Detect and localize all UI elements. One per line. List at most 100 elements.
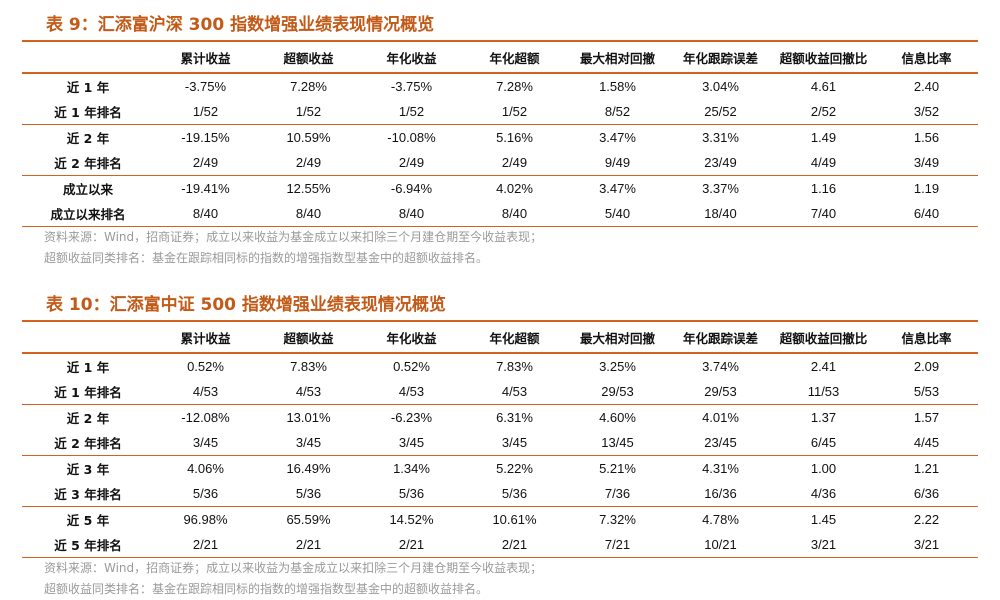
table-cell: 14.52% <box>389 512 434 527</box>
table-cell: 3.74% <box>702 359 739 374</box>
table-cell: 1.49 <box>810 130 837 145</box>
table-cell: 4.02% <box>496 181 533 196</box>
header-cell: 累计收益 <box>154 42 257 74</box>
table-cell: -19.15% <box>181 130 230 145</box>
table-cell: 23/45 <box>669 430 772 456</box>
table-row: 近 2 年排名 3/45 3/45 3/45 3/45 13/45 23/45 … <box>22 430 978 456</box>
table-cell: -10.08% <box>387 130 436 145</box>
table-cell: 2/21 <box>154 532 257 558</box>
table-cell: 16.49% <box>286 461 331 476</box>
row-label: 成立以来 <box>62 182 113 197</box>
row-label: 近 2 年 <box>66 131 110 146</box>
table-cell: 1/52 <box>360 99 463 125</box>
table-cell: 5/36 <box>257 481 360 507</box>
table-cell: 2/49 <box>154 150 257 176</box>
table-title: 表 9：汇添富沪深 300 指数增强业绩表现情况概览 <box>22 10 978 42</box>
header-cell: 年化跟踪误差 <box>669 322 772 354</box>
table-row: 近 5 年 96.98% 65.59% 14.52% 10.61% 7.32% … <box>22 507 978 533</box>
table-cell: 12.55% <box>286 181 331 196</box>
table-cell: 4.60% <box>599 410 636 425</box>
row-label: 近 1 年排名 <box>22 379 154 405</box>
table-cell: 1.16 <box>810 181 837 196</box>
table-cell: -6.23% <box>390 410 433 425</box>
table-cell: 6/36 <box>875 481 978 507</box>
table-cell: 10/21 <box>669 532 772 558</box>
table-cell: 4/45 <box>875 430 978 456</box>
table-cell: 5/40 <box>566 201 669 227</box>
table-cell: 3/49 <box>875 150 978 176</box>
table-cell: 3/21 <box>772 532 875 558</box>
table-row: 近 2 年 -19.15% 10.59% -10.08% 5.16% 3.47%… <box>22 125 978 151</box>
table-cell: -6.94% <box>390 181 433 196</box>
table-cell: 5/36 <box>154 481 257 507</box>
table-cell: 0.52% <box>393 359 430 374</box>
table-cell: 1.00 <box>810 461 837 476</box>
table-cell: 23/49 <box>669 150 772 176</box>
table-cell: 8/40 <box>154 201 257 227</box>
table-row: 成立以来排名 8/40 8/40 8/40 8/40 5/40 18/40 7/… <box>22 201 978 227</box>
header-cell: 超额收益回撤比 <box>772 42 875 74</box>
row-label: 近 3 年 <box>66 462 110 477</box>
header-cell: 年化收益 <box>360 322 463 354</box>
table-cell: 0.52% <box>187 359 224 374</box>
header-cell <box>22 322 154 354</box>
table-cell: 7/40 <box>772 201 875 227</box>
table-cell: 1.57 <box>913 410 940 425</box>
table-cell: 1.19 <box>913 181 940 196</box>
table-cell: 11/53 <box>772 379 875 405</box>
header-row: 累计收益 超额收益 年化收益 年化超额 最大相对回撤 年化跟踪误差 超额收益回撤… <box>22 322 978 354</box>
table-cell: 3.47% <box>599 181 636 196</box>
table-row: 近 1 年排名 1/52 1/52 1/52 1/52 8/52 25/52 2… <box>22 99 978 125</box>
table-row: 成立以来 -19.41% 12.55% -6.94% 4.02% 3.47% 3… <box>22 176 978 202</box>
table-cell: 5/53 <box>875 379 978 405</box>
table-cell: 65.59% <box>286 512 331 527</box>
table-cell: 2.41 <box>810 359 837 374</box>
table-row: 近 3 年 4.06% 16.49% 1.34% 5.22% 5.21% 4.3… <box>22 456 978 482</box>
table-cell: 4.01% <box>702 410 739 425</box>
table-cell: 4.61 <box>810 79 837 94</box>
table-cell: 5.21% <box>599 461 636 476</box>
header-cell: 超额收益 <box>257 42 360 74</box>
table-cell: 3.47% <box>599 130 636 145</box>
table-cell: 6.31% <box>496 410 533 425</box>
table-cell: 3.37% <box>702 181 739 196</box>
table-cell: 4.06% <box>187 461 224 476</box>
table-cell: 1.45 <box>810 512 837 527</box>
table-cell: -19.41% <box>181 181 230 196</box>
table-row: 近 1 年 0.52% 7.83% 0.52% 7.83% 3.25% 3.74… <box>22 353 978 379</box>
table-cell: 1.56 <box>913 130 940 145</box>
header-cell: 超额收益回撤比 <box>772 322 875 354</box>
table-cell: 2/21 <box>463 532 566 558</box>
table-cell: 3/45 <box>154 430 257 456</box>
row-label: 近 3 年排名 <box>22 481 154 507</box>
header-row: 累计收益 超额收益 年化收益 年化超额 最大相对回撤 年化跟踪误差 超额收益回撤… <box>22 42 978 74</box>
table-row: 近 2 年 -12.08% 13.01% -6.23% 6.31% 4.60% … <box>22 405 978 431</box>
table-cell: 2.09 <box>913 359 940 374</box>
table-cell: 3/45 <box>360 430 463 456</box>
table-block-csi500: 表 10：汇添富中证 500 指数增强业绩表现情况概览 累计收益 超额收益 年化… <box>22 290 978 600</box>
table-cell: 3.31% <box>702 130 739 145</box>
row-label: 近 2 年排名 <box>22 150 154 176</box>
table-cell: 7.32% <box>599 512 636 527</box>
header-cell: 最大相对回撤 <box>566 322 669 354</box>
table-cell: 1/52 <box>463 99 566 125</box>
table-cell: -3.75% <box>184 79 227 94</box>
table-cell: 2/21 <box>360 532 463 558</box>
table-row: 近 3 年排名 5/36 5/36 5/36 5/36 7/36 16/36 4… <box>22 481 978 507</box>
header-cell: 信息比率 <box>875 42 978 74</box>
table-cell: 5.22% <box>496 461 533 476</box>
table-row: 近 5 年排名 2/21 2/21 2/21 2/21 7/21 10/21 3… <box>22 532 978 558</box>
table-cell: 4/53 <box>463 379 566 405</box>
table-cell: 4/53 <box>360 379 463 405</box>
table-cell: 1/52 <box>257 99 360 125</box>
performance-table: 累计收益 超额收益 年化收益 年化超额 最大相对回撤 年化跟踪误差 超额收益回撤… <box>22 42 978 227</box>
table-cell: 2/21 <box>257 532 360 558</box>
table-cell: 4/49 <box>772 150 875 176</box>
table-cell: 10.61% <box>492 512 537 527</box>
table-cell: 29/53 <box>566 379 669 405</box>
table-cell: 3/45 <box>463 430 566 456</box>
table-cell: 5.16% <box>496 130 533 145</box>
header-cell: 年化超额 <box>463 42 566 74</box>
table-cell: -3.75% <box>390 79 433 94</box>
header-cell: 信息比率 <box>875 322 978 354</box>
